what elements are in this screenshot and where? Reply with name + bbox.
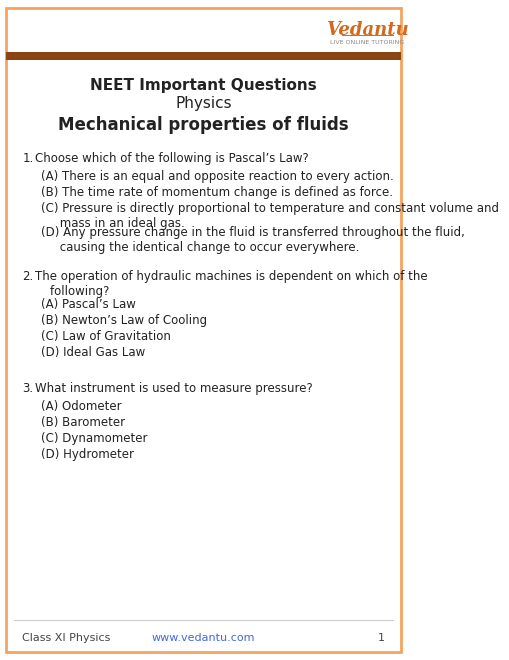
Text: 1: 1 <box>377 633 384 643</box>
Text: Choose which of the following is Pascal’s Law?: Choose which of the following is Pascal’… <box>35 152 308 165</box>
Text: (D) Ideal Gas Law: (D) Ideal Gas Law <box>41 346 146 359</box>
Text: Class XI Physics: Class XI Physics <box>22 633 110 643</box>
Text: (B) Barometer: (B) Barometer <box>41 416 125 429</box>
Text: 3.: 3. <box>22 382 34 395</box>
Text: LIVE ONLINE TUTORING: LIVE ONLINE TUTORING <box>329 40 404 44</box>
FancyBboxPatch shape <box>7 8 400 652</box>
Text: Physics: Physics <box>175 96 231 111</box>
Text: What instrument is used to measure pressure?: What instrument is used to measure press… <box>35 382 312 395</box>
Text: 2.: 2. <box>22 270 34 283</box>
Text: (C) Pressure is directly proportional to temperature and constant volume and
   : (C) Pressure is directly proportional to… <box>41 202 498 230</box>
Bar <box>7 52 400 60</box>
Text: (C) Law of Gravitation: (C) Law of Gravitation <box>41 330 171 343</box>
Text: (A) Pascal’s Law: (A) Pascal’s Law <box>41 298 136 311</box>
Text: 1.: 1. <box>22 152 34 165</box>
Text: Vedantu: Vedantu <box>325 21 408 39</box>
Text: The operation of hydraulic machines is dependent on which of the
    following?: The operation of hydraulic machines is d… <box>35 270 427 298</box>
Text: (B) The time rate of momentum change is defined as force.: (B) The time rate of momentum change is … <box>41 186 393 199</box>
Text: (C) Dynamometer: (C) Dynamometer <box>41 432 148 445</box>
Text: (D) Any pressure change in the fluid is transferred throughout the fluid,
     c: (D) Any pressure change in the fluid is … <box>41 226 464 254</box>
Text: (D) Hydrometer: (D) Hydrometer <box>41 448 134 461</box>
Text: (A) Odometer: (A) Odometer <box>41 400 122 413</box>
Text: NEET Important Questions: NEET Important Questions <box>90 78 316 93</box>
Polygon shape <box>120 231 287 430</box>
Text: (B) Newton’s Law of Cooling: (B) Newton’s Law of Cooling <box>41 314 207 327</box>
Text: www.vedantu.com: www.vedantu.com <box>151 633 254 643</box>
Text: Mechanical properties of fluids: Mechanical properties of fluids <box>58 116 348 134</box>
Text: (A) There is an equal and opposite reaction to every action.: (A) There is an equal and opposite react… <box>41 170 393 183</box>
